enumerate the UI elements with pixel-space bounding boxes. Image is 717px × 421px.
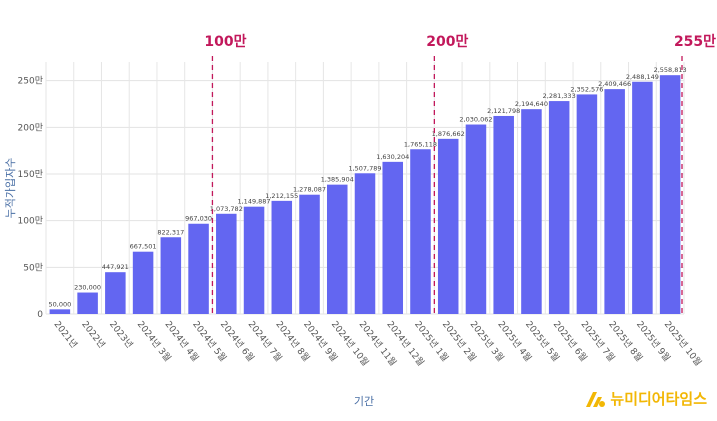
data-label: 1,765,118	[404, 140, 437, 148]
y-tick-label: 150만	[18, 169, 43, 180]
data-label: 1,630,204	[376, 153, 409, 161]
data-label: 667,501	[130, 243, 157, 251]
bar	[326, 184, 348, 314]
bar	[410, 149, 431, 314]
x-tick-label: 2025년 10월	[662, 318, 705, 368]
bar	[548, 101, 570, 314]
y-tick-label: 250만	[18, 76, 43, 87]
data-label: 967,030	[185, 215, 212, 223]
data-label: 447,921	[102, 263, 129, 271]
data-label: 2,488,149	[626, 73, 659, 81]
bar	[132, 251, 154, 314]
data-label: 1,876,662	[432, 130, 465, 138]
y-tick-label: 200만	[18, 122, 43, 133]
bar	[188, 223, 209, 314]
data-label: 1,149,887	[237, 198, 270, 206]
data-label: 1,385,904	[321, 176, 354, 184]
bar	[299, 194, 320, 314]
bar	[243, 206, 265, 314]
x-tick-label: 2023년	[107, 319, 135, 350]
bar	[604, 89, 625, 314]
bar	[354, 173, 376, 314]
bar	[105, 272, 126, 314]
y-tick-label: 100만	[18, 216, 43, 227]
x-axis-title: 기간	[354, 395, 374, 408]
watermark-text: 뉴미디어타임스	[610, 390, 707, 408]
data-label: 2,121,798	[487, 107, 520, 115]
bar	[493, 115, 514, 315]
milestone-label: 255만	[674, 34, 716, 50]
data-label: 230,000	[74, 284, 101, 292]
bar	[576, 94, 598, 314]
y-tick-label: 0	[37, 310, 43, 320]
logo-icon	[586, 391, 606, 407]
data-label: 822,317	[157, 228, 184, 236]
data-label: 2,352,576	[570, 85, 603, 93]
bar	[77, 292, 98, 314]
x-tick-label: 2022년	[79, 319, 107, 350]
data-label: 1,212,155	[265, 192, 298, 200]
bar	[160, 237, 182, 314]
bar	[49, 309, 71, 314]
bar	[521, 109, 542, 314]
x-tick-label: 2021년	[52, 319, 80, 350]
y-axis-title: 누적가입자수	[4, 158, 17, 219]
milestones: 100만 200만 255만	[204, 34, 716, 314]
milestone-label: 200만	[426, 34, 468, 50]
bar	[632, 81, 653, 314]
data-label: 2,409,466	[598, 80, 631, 88]
data-label: 2,030,062	[459, 116, 492, 124]
milestone-label: 100만	[204, 34, 246, 50]
bar	[216, 213, 237, 314]
data-label: 1,073,782	[210, 205, 243, 213]
bar	[465, 124, 487, 314]
data-label: 1,507,789	[348, 164, 381, 172]
bar	[271, 200, 293, 314]
data-label: 2,558,813	[654, 66, 687, 74]
bar	[382, 161, 404, 314]
watermark-logo: 뉴미디어타임스	[584, 388, 707, 409]
data-label: 2,281,333	[543, 92, 576, 100]
bars	[49, 75, 681, 315]
bar	[659, 75, 681, 314]
grid-lines	[45, 62, 685, 315]
data-label: 1,278,087	[293, 186, 326, 194]
bar	[437, 138, 459, 314]
y-tick-label: 50만	[23, 262, 43, 273]
data-label: 2,194,640	[515, 100, 548, 108]
data-label: 50,000	[48, 300, 71, 308]
y-axis-ticks: 0 50만 100만 150만 200만 250만	[18, 76, 44, 320]
